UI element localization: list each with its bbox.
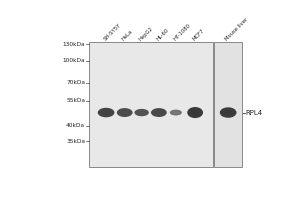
Ellipse shape <box>138 111 145 114</box>
Ellipse shape <box>187 107 203 118</box>
Text: 40kDa: 40kDa <box>66 123 85 128</box>
Ellipse shape <box>173 111 179 114</box>
Text: 70kDa: 70kDa <box>66 80 85 85</box>
Text: SH-SY5Y: SH-SY5Y <box>103 22 122 42</box>
Ellipse shape <box>170 110 182 115</box>
Ellipse shape <box>155 111 163 115</box>
Text: 55kDa: 55kDa <box>66 98 85 104</box>
Ellipse shape <box>117 108 133 117</box>
Bar <box>89 42 213 167</box>
Text: HT-1080: HT-1080 <box>172 23 191 42</box>
Ellipse shape <box>134 109 149 116</box>
Ellipse shape <box>191 110 199 115</box>
Text: 100kDa: 100kDa <box>62 58 85 63</box>
Text: MCF7: MCF7 <box>192 28 206 42</box>
Ellipse shape <box>220 107 236 118</box>
Ellipse shape <box>121 111 129 115</box>
Ellipse shape <box>98 108 115 117</box>
Text: HeLa: HeLa <box>121 29 134 42</box>
Text: HL-60: HL-60 <box>155 27 170 42</box>
Text: 35kDa: 35kDa <box>66 139 85 144</box>
Text: 130kDa: 130kDa <box>62 42 85 47</box>
Text: Mouse liver: Mouse liver <box>225 17 250 42</box>
Text: HepG2: HepG2 <box>138 26 154 42</box>
Ellipse shape <box>151 108 167 117</box>
Ellipse shape <box>102 110 110 115</box>
Bar <box>214 42 242 167</box>
Text: RPL4: RPL4 <box>246 110 263 116</box>
Ellipse shape <box>224 110 232 115</box>
